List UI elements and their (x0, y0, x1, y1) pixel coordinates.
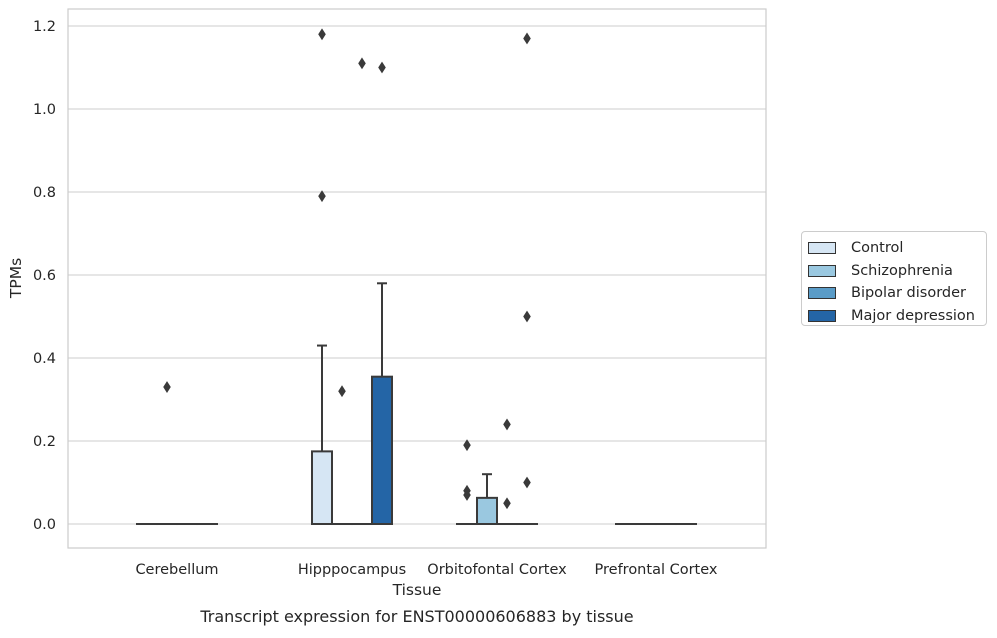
y-tick-label: 1.0 (33, 102, 56, 118)
legend-label: Schizophrenia (851, 263, 953, 279)
legend-swatch (808, 265, 836, 277)
y-axis-label: TPMs (7, 258, 25, 299)
legend-label: Bipolar disorder (851, 285, 966, 301)
y-tick-label: 0.2 (33, 434, 56, 450)
box-1-2 (477, 498, 497, 524)
box-3-1 (372, 377, 392, 524)
x-tick-label: Hipppocampus (298, 562, 406, 578)
legend-swatch (808, 310, 836, 322)
legend-item: Control (808, 237, 986, 260)
x-tick-label: Orbitofontal Cortex (427, 562, 567, 578)
y-tick-label: 1.2 (33, 19, 56, 35)
legend: Control Schizophrenia Bipolar disorder Majo… (801, 231, 987, 326)
legend-label: Major depression (851, 308, 975, 324)
chart-caption: Transcript expression for ENST0000060688… (199, 607, 633, 626)
y-tick-label: 0.0 (33, 517, 56, 533)
x-axis-label: Tissue (392, 581, 442, 599)
box-0-1 (312, 451, 332, 524)
legend-swatch (808, 287, 836, 299)
y-tick-label: 0.8 (33, 185, 56, 201)
y-tick-label: 0.4 (33, 351, 56, 367)
plot-area (68, 9, 766, 548)
legend-item: Schizophrenia (808, 260, 986, 283)
legend-swatch (808, 242, 836, 254)
y-tick-label: 0.6 (33, 268, 56, 284)
x-tick-label: Cerebellum (135, 562, 218, 578)
x-tick-label: Prefrontal Cortex (595, 562, 718, 578)
legend-item: Major depression (808, 305, 986, 328)
legend-item: Bipolar disorder (808, 282, 986, 305)
legend-label: Control (851, 240, 903, 256)
